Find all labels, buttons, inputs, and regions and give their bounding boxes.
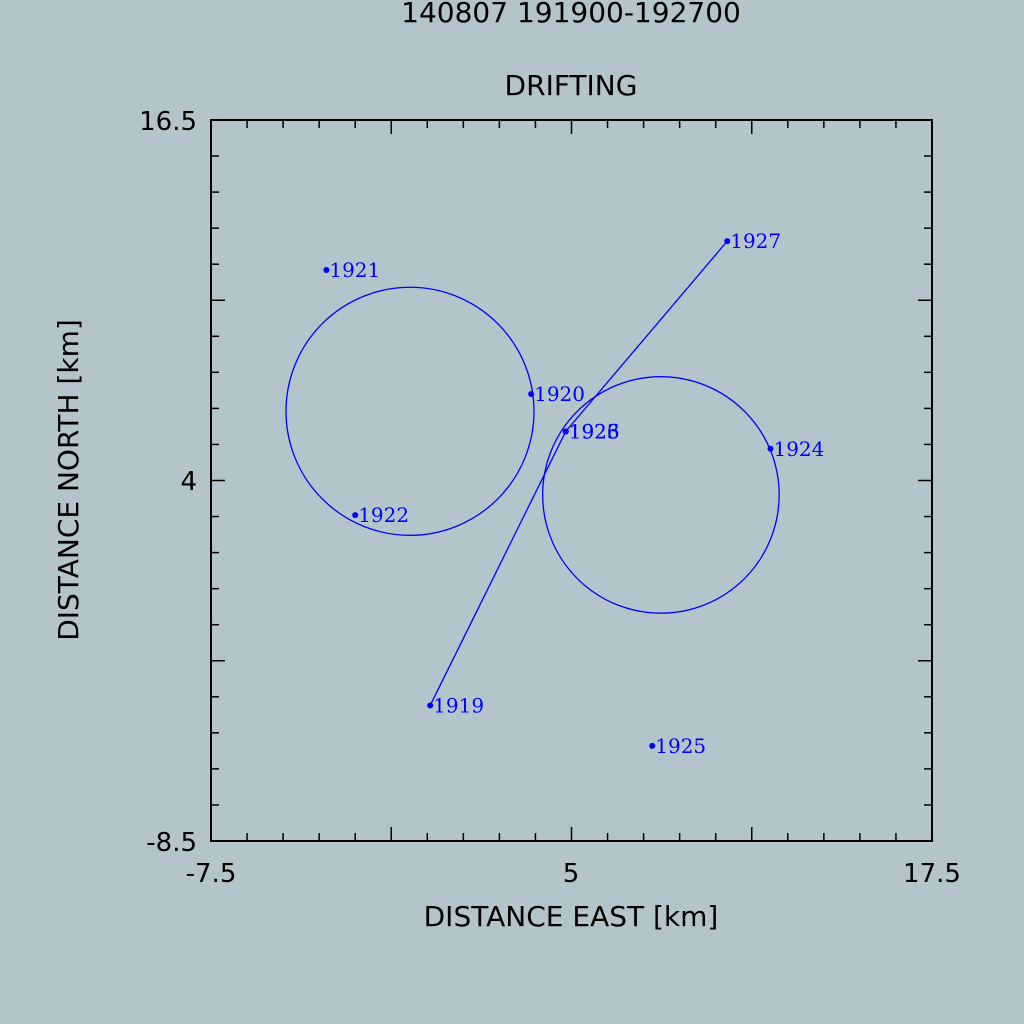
point-label-1920: 1920 xyxy=(534,382,585,406)
x-axis-label: DISTANCE EAST [km] xyxy=(424,900,719,933)
plot-frame xyxy=(210,119,933,842)
y-tick-label-max: 16.5 xyxy=(139,107,197,137)
point-label-1922: 1922 xyxy=(358,503,409,527)
point-label-1926: 1926 xyxy=(569,419,620,443)
point-1921 xyxy=(323,266,330,273)
track-segment-2 xyxy=(565,240,728,432)
point-label-1924: 1924 xyxy=(773,437,824,461)
chart-subtitle: DRIFTING xyxy=(505,69,638,102)
point-1926 xyxy=(562,428,569,435)
axis-ticks xyxy=(210,119,933,842)
point-1922 xyxy=(352,512,359,519)
point-1919 xyxy=(427,702,434,709)
point-label-1923: 1923 xyxy=(569,419,620,443)
point-label-1925: 1925 xyxy=(655,734,706,758)
point-1927 xyxy=(724,238,731,245)
y-tick-label-mid: 4 xyxy=(180,467,197,497)
orbit-circle-2 xyxy=(542,376,780,614)
plot-area: 1919 1920 1921 1922 1923 1924 1925 1926 1927 xyxy=(285,229,824,758)
x-tick-label-max: 17.5 xyxy=(903,859,961,889)
point-label-1921: 1921 xyxy=(329,258,380,282)
y-axis-label: DISTANCE NORTH [km] xyxy=(52,319,85,641)
point-1925 xyxy=(649,742,656,749)
point-1920 xyxy=(528,390,535,397)
point-1924 xyxy=(767,445,774,452)
chart-title: 140807 191900-192700 xyxy=(401,0,741,29)
track-segment-1 xyxy=(429,431,567,706)
point-label-1919: 1919 xyxy=(433,693,484,717)
x-tick-label-mid: 5 xyxy=(563,859,580,889)
y-tick-label-min: -8.5 xyxy=(146,828,197,858)
x-tick-label-min: -7.5 xyxy=(186,859,237,889)
point-label-1927: 1927 xyxy=(730,229,781,253)
orbit-circle-1 xyxy=(285,286,535,536)
